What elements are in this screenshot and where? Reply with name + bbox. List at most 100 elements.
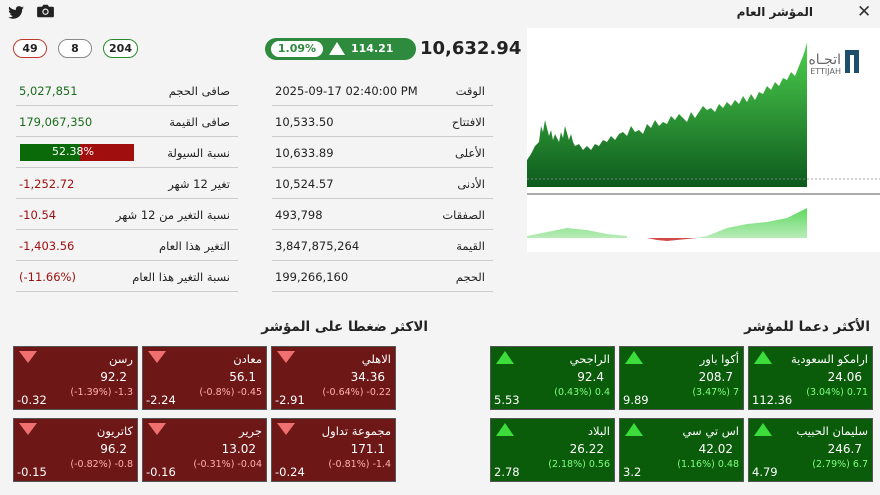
stat-label: الصفقات	[442, 208, 485, 222]
pressurer-card[interactable]: رسن 92.2 (-1.39%) -1.3 -0.32	[13, 346, 138, 410]
stock-change: (3.47%) 7	[692, 387, 739, 398]
stat-value: 10,533.50	[275, 115, 334, 129]
stock-change: (3.04%) 0.71	[806, 387, 868, 398]
index-effect: 3.2	[623, 465, 642, 479]
down-arrow-icon	[277, 423, 295, 435]
summary-value: (-11.66%)	[19, 270, 76, 284]
stat-label: الافتتاح	[451, 115, 485, 129]
stock-price: 26.22	[569, 442, 604, 456]
logo-text-en: ETTIJAH	[810, 67, 841, 76]
summary-value: -10.54	[19, 208, 57, 222]
summary-row-net-value: صافى القيمة 179,067,350	[16, 106, 238, 137]
stock-price: 56.1	[229, 370, 256, 384]
summary-label: صافى القيمة	[169, 115, 230, 129]
stock-name: اس تي سي	[682, 424, 739, 438]
supporter-card[interactable]: اس تي سي 42.02 (1.16%) 0.48 3.2	[619, 418, 744, 482]
index-effect: 5.53	[494, 393, 520, 407]
stat-row-volume: الحجم 199,266,160	[272, 261, 493, 292]
stock-change: (-0.81%) -1.4	[328, 459, 391, 470]
advances-count-badge: 204	[103, 39, 138, 58]
summary-value: -1,403.56	[19, 239, 75, 253]
summary-label: التغير هذا العام	[158, 239, 230, 253]
down-arrow-icon	[148, 423, 166, 435]
stat-row-trades: الصفقات 493,798	[272, 199, 493, 230]
stock-change: (-0.31%) -0.04	[193, 459, 262, 470]
stat-value: 10,633.89	[275, 146, 334, 160]
stock-change: (2.79%) 6.7	[812, 459, 868, 470]
change-percent: 1.09%	[271, 41, 323, 57]
index-effect: -0.16	[146, 465, 176, 479]
up-arrow-icon	[754, 423, 772, 436]
stock-name: معادن	[233, 352, 262, 366]
index-value: 10,632.94	[420, 38, 522, 59]
summary-row-12m-change: تغير 12 شهر -1,252.72	[16, 168, 238, 199]
stock-name: البلاد	[587, 424, 610, 438]
stock-name: رسن	[109, 352, 133, 366]
stat-value: 2025-09-17 02:40:00 PM	[275, 84, 418, 98]
stock-change: (0.43%) 0.4	[554, 387, 610, 398]
summary-row-ytd-change: التغير هذا العام -1,403.56	[16, 230, 238, 261]
twitter-icon[interactable]	[8, 6, 24, 19]
stat-value: 3,847,875,264	[275, 239, 360, 253]
index-stats-table: الوقت 2025-09-17 02:40:00 PM الافتتاح 10…	[272, 75, 493, 292]
page-title: المؤشر العام	[736, 5, 813, 19]
summary-value: -1,252.72	[19, 177, 75, 191]
stat-label: الحجم	[455, 270, 485, 284]
supporter-card[interactable]: سليمان الحبيب 246.7 (2.79%) 6.7 4.79	[748, 418, 873, 482]
up-arrow-icon	[496, 351, 514, 364]
stat-label: القيمة	[456, 239, 485, 253]
summary-label: تغير 12 شهر	[168, 177, 230, 191]
index-effect: 112.36	[752, 393, 793, 407]
pressurer-card[interactable]: كاتريون 96.2 (-0.82%) -0.8 -0.15	[13, 418, 138, 482]
summary-value: 5,027,851	[19, 84, 78, 98]
stock-price: 92.2	[100, 370, 127, 384]
declines-count-badge: 49	[13, 39, 47, 58]
pressurer-card[interactable]: جرير 13.02 (-0.31%) -0.04 -0.16	[142, 418, 267, 482]
up-arrow-icon	[329, 42, 345, 55]
summary-row-12m-pct: نسبة التغير من 12 شهر -10.54	[16, 199, 238, 230]
index-effect: 9.89	[623, 393, 649, 407]
stat-row-high: الأعلى 10,633.89	[272, 137, 493, 168]
stat-value: 10,524.57	[275, 177, 334, 191]
stock-price: 42.02	[698, 442, 733, 456]
stat-row-low: الأدنى 10,524.57	[272, 168, 493, 199]
stat-row-value: القيمة 3,847,875,264	[272, 230, 493, 261]
summary-label: نسبة السيولة	[167, 146, 230, 160]
stock-name: كاتريون	[96, 424, 133, 438]
up-arrow-icon	[496, 423, 514, 436]
close-icon[interactable]: ✕	[857, 2, 872, 22]
stock-change: (-0.64%) -0.22	[322, 387, 391, 398]
stock-price: 208.7	[698, 370, 733, 384]
supporter-card[interactable]: البلاد 26.22 (2.18%) 0.56 2.78	[490, 418, 615, 482]
stock-price: 13.02	[221, 442, 256, 456]
pressurer-card[interactable]: مجموعة تداول 171.1 (-0.81%) -1.4 -0.24	[271, 418, 396, 482]
stat-label: الأعلى	[454, 146, 485, 160]
logo-text-ar: اتجـاه	[808, 52, 841, 68]
camera-icon[interactable]	[37, 4, 54, 18]
stock-change: (-0.82%) -0.8	[70, 459, 133, 470]
index-change-box: 1.09% 114.21	[265, 38, 416, 60]
stat-label: الوقت	[455, 84, 485, 98]
stat-row-open: الافتتاح 10,533.50	[272, 106, 493, 137]
supporter-card[interactable]: الراجحي 92.4 (0.43%) 0.4 5.53	[490, 346, 615, 410]
stock-change: (2.18%) 0.56	[548, 459, 610, 470]
supporter-card[interactable]: ارامكو السعودية 24.06 (3.04%) 0.71 112.3…	[748, 346, 873, 410]
down-arrow-icon	[277, 351, 295, 363]
pressurer-card[interactable]: الاهلي 34.36 (-0.64%) -0.22 -2.91	[271, 346, 396, 410]
stock-price: 34.36	[350, 370, 385, 384]
up-arrow-icon	[625, 423, 643, 436]
supporter-card[interactable]: أكوا باور 208.7 (3.47%) 7 9.89	[619, 346, 744, 410]
index-effect: 4.79	[752, 465, 778, 479]
index-effect: 2.78	[494, 465, 520, 479]
liquidity-bar: 52.38%	[20, 144, 134, 161]
stock-name: الراجحي	[569, 352, 610, 366]
index-effect: -0.24	[275, 465, 305, 479]
volume-area-positive	[527, 208, 807, 238]
ettijah-logo: اتجـاه ETTIJAH	[808, 50, 859, 76]
stock-name: ارامكو السعودية	[791, 352, 868, 366]
pressurer-card[interactable]: معادن 56.1 (-0.8%) -0.45 -2.24	[142, 346, 267, 410]
index-effect: -0.15	[17, 465, 47, 479]
intraday-chart[interactable]: اتجـاه ETTIJAH	[527, 28, 880, 252]
supporters-title: الأكثر دعما للمؤشر	[744, 319, 870, 335]
stat-row-time: الوقت 2025-09-17 02:40:00 PM	[272, 75, 493, 106]
